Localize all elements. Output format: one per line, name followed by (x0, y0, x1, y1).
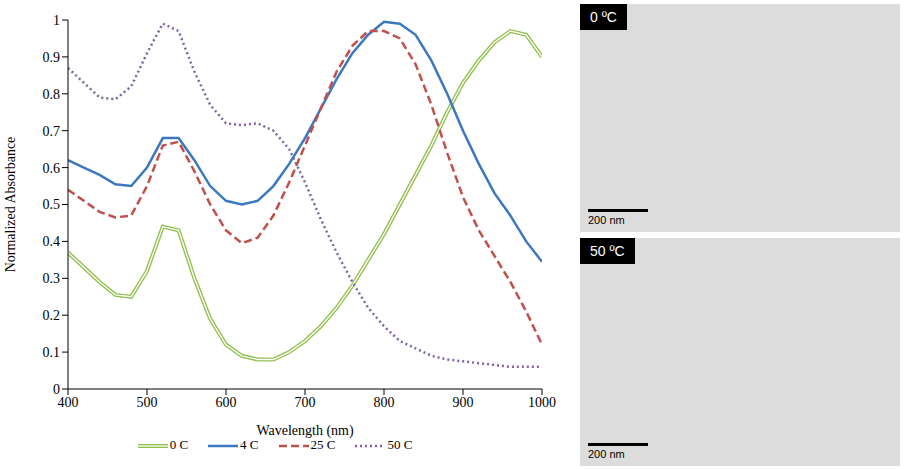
svg-text:500: 500 (137, 395, 158, 410)
svg-text:0.1: 0.1 (43, 345, 61, 360)
svg-text:0.4: 0.4 (43, 234, 61, 249)
svg-text:1000: 1000 (528, 395, 556, 410)
svg-text:800: 800 (374, 395, 395, 410)
svg-text:0.8: 0.8 (43, 87, 61, 102)
html-text:0 C: 0 C (169, 437, 189, 452)
html-text:4 C: 4 C (240, 437, 259, 452)
html-text:50 C: 50 C (387, 437, 413, 452)
svg-text:0.9: 0.9 (43, 50, 61, 65)
svg-text:0.6: 0.6 (43, 161, 61, 176)
svg-text:0.5: 0.5 (43, 197, 61, 212)
html-text:200 nm: 200 nm (588, 448, 625, 460)
svg-text:0.3: 0.3 (43, 271, 61, 286)
html-text:50 ºC: 50 ºC (590, 243, 625, 259)
svg-text:Wavelength (nm): Wavelength (nm) (256, 423, 354, 439)
svg-text:0.2: 0.2 (43, 308, 61, 323)
svg-text:700: 700 (295, 395, 316, 410)
svg-text:900: 900 (453, 395, 474, 410)
svg-text:400: 400 (58, 395, 79, 410)
svg-text:0: 0 (53, 382, 60, 397)
html-text:0 ºC: 0 ºC (590, 9, 617, 25)
svg-text:Normalized Absorbance: Normalized Absorbance (3, 137, 18, 273)
svg-text:0.7: 0.7 (43, 124, 61, 139)
svg-text:600: 600 (216, 395, 237, 410)
html-text:25 C: 25 C (310, 437, 336, 452)
svg-text:1: 1 (53, 13, 60, 28)
html-text:200 nm: 200 nm (588, 214, 625, 226)
